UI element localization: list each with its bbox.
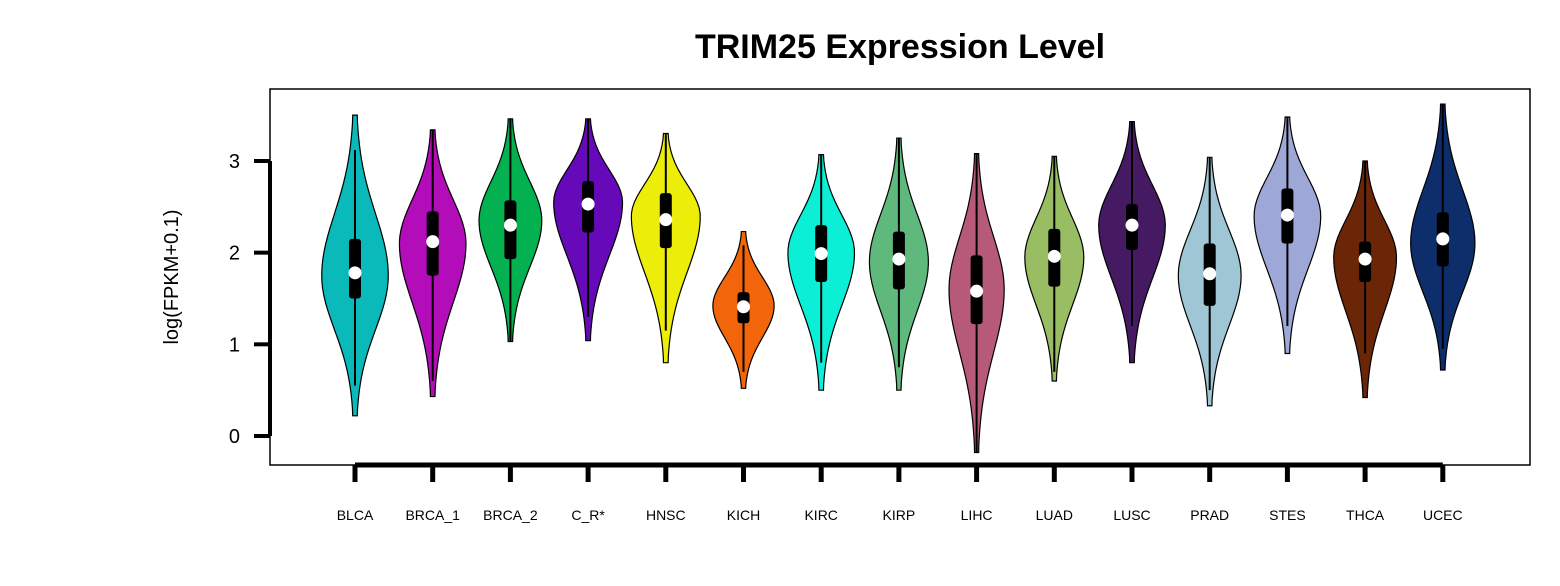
violin-median-point <box>814 247 828 261</box>
violin-median-point <box>503 218 517 232</box>
x-tick-label: LUAD <box>1036 507 1073 523</box>
y-tick-label: 0 <box>229 426 240 448</box>
violin-median-point <box>659 213 673 227</box>
violin-median-point <box>737 300 750 314</box>
x-axis: BLCA BRCA_1 BRCA_2 C_R* HNSC KICH KIRC KIRP LIHC… <box>337 462 1463 523</box>
violin-median-point <box>1125 218 1139 232</box>
violin-median-point <box>892 252 906 266</box>
x-tick-label: KICH <box>727 507 760 523</box>
x-tick-label: LIHC <box>961 507 993 523</box>
y-axis: 0 1 2 3 <box>229 151 272 448</box>
x-tick-label: BLCA <box>337 507 374 523</box>
violin-median-point <box>1358 252 1372 266</box>
y-axis-label: log(FPKM+0.1) <box>161 209 183 344</box>
violin-median-point <box>426 235 440 249</box>
violins-group <box>321 103 1476 454</box>
violin-median-point <box>348 266 362 280</box>
x-tick-label: PRAD <box>1190 507 1229 523</box>
violin-median-point <box>1047 249 1061 263</box>
x-tick-label: KIRC <box>804 507 837 523</box>
x-tick-label: STES <box>1269 507 1306 523</box>
violin-median-point <box>1436 232 1450 246</box>
y-tick-label: 1 <box>229 334 240 356</box>
violin-median-point <box>581 197 595 211</box>
violin-median-point <box>1280 208 1294 222</box>
violin-median-point <box>1203 267 1217 281</box>
x-tick-label: LUSC <box>1113 507 1150 523</box>
chart-title: TRIM25 Expression Level <box>695 28 1105 66</box>
x-tick-label: KIRP <box>883 507 916 523</box>
y-tick-label: 3 <box>229 151 240 173</box>
x-tick-label: C_R* <box>571 507 605 523</box>
x-tick-label: THCA <box>1346 507 1385 523</box>
x-tick-label: HNSC <box>646 507 686 523</box>
x-tick-label: BRCA_2 <box>483 507 538 523</box>
x-tick-label: UCEC <box>1423 507 1463 523</box>
y-tick-label: 2 <box>229 243 240 265</box>
violin-median-point <box>970 284 984 298</box>
x-tick-label: BRCA_1 <box>405 507 460 523</box>
